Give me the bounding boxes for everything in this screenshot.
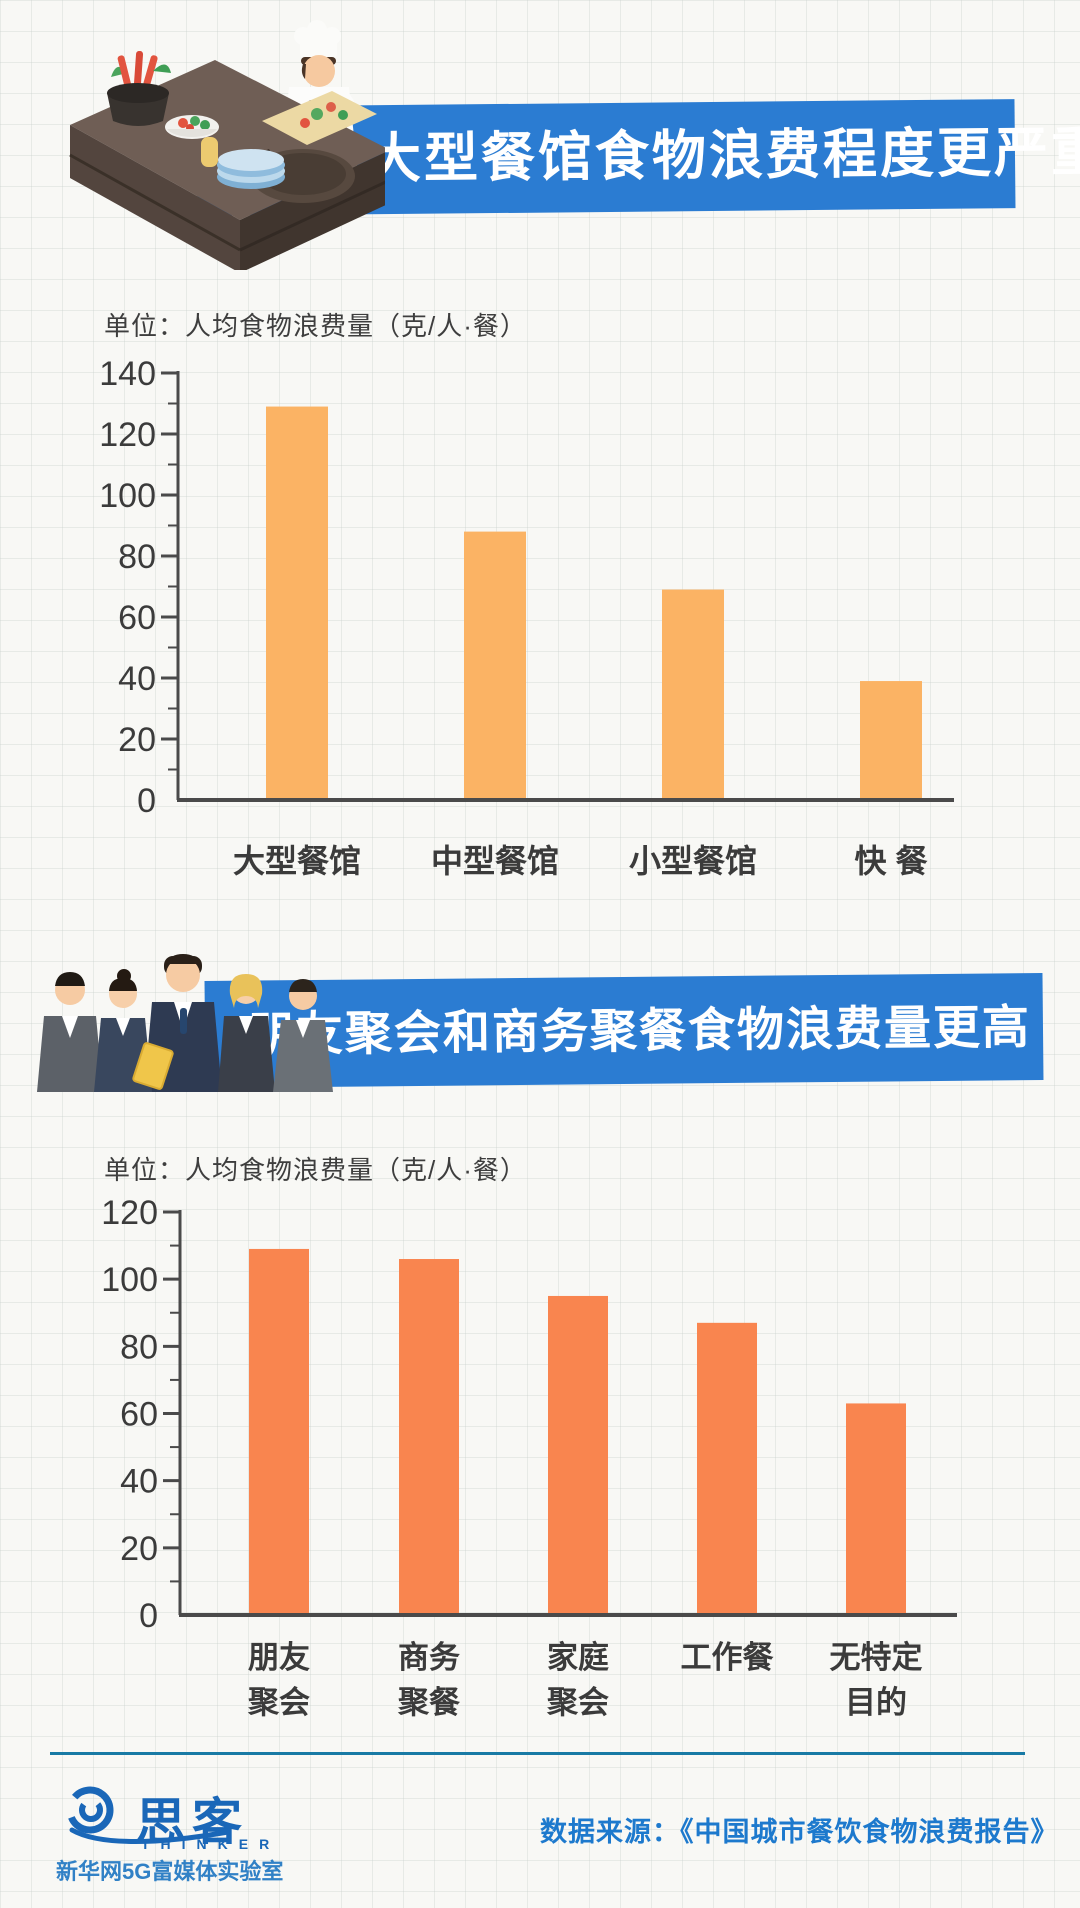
y-tick-label: 80 xyxy=(118,538,156,576)
y-tick-label: 20 xyxy=(120,1530,158,1568)
x-category-label: 中型餐馆 xyxy=(431,843,559,879)
cutting-board-icon xyxy=(262,91,377,145)
chart1-unit-label: 单位：人均食物浪费量（克/人·餐） xyxy=(104,311,527,341)
y-tick-label: 0 xyxy=(139,1597,158,1635)
y-tick-label: 140 xyxy=(99,355,156,393)
bar-快餐 xyxy=(860,681,922,800)
y-tick-label: 0 xyxy=(137,782,156,820)
bar-无特定目的 xyxy=(846,1403,906,1615)
y-tick-label: 120 xyxy=(101,1194,158,1232)
plate-stack-icon xyxy=(217,149,285,189)
x-category-label: 聚会 xyxy=(546,1685,609,1720)
bar-家庭聚会 xyxy=(548,1295,608,1615)
chef-kitchen-illustration xyxy=(69,20,385,270)
bar-小型餐馆 xyxy=(662,589,724,800)
thinker-swirl-logo-icon xyxy=(66,1786,231,1844)
bar-朋友聚会 xyxy=(249,1248,309,1615)
pot-icon xyxy=(107,50,171,126)
y-tick-label: 40 xyxy=(120,1463,158,1501)
jar-icon xyxy=(201,137,218,167)
x-category-label: 无特定 xyxy=(830,1640,923,1675)
x-category-label: 目的 xyxy=(845,1685,907,1720)
bar-工作餐 xyxy=(697,1322,757,1615)
logo-subtitle: 新华网5G富媒体实验室 xyxy=(56,1859,284,1884)
x-category-label: 快 餐 xyxy=(855,843,929,879)
y-tick-label: 40 xyxy=(118,660,156,698)
x-category-label: 家庭 xyxy=(547,1640,609,1675)
x-category-label: 聚会 xyxy=(247,1685,310,1720)
logo-thinker-en: THINKER xyxy=(141,1836,281,1852)
chart-restaurant-size: 0 20 40 60 80 100 120 140 大型餐馆 中型餐馆 小型餐馆 快 餐 xyxy=(99,355,954,879)
bar-商务聚餐 xyxy=(399,1259,459,1615)
x-category-label: 大型餐馆 xyxy=(233,843,361,879)
y-tick-label: 100 xyxy=(101,1261,158,1299)
y-tick-label: 80 xyxy=(120,1328,158,1366)
salad-bowl-icon xyxy=(165,115,219,139)
logo-thinker-cn: 思客 xyxy=(136,1794,248,1850)
x-category-label: 工作餐 xyxy=(681,1640,775,1675)
y-tick-label: 100 xyxy=(99,477,156,515)
y-tick-label: 60 xyxy=(120,1396,158,1434)
data-source-text: 数据来源：《中国城市餐饮食物浪费报告》 xyxy=(540,1817,1059,1847)
folder-icon xyxy=(132,1042,174,1090)
x-category-label: 小型餐馆 xyxy=(629,843,757,879)
x-category-label: 商务 xyxy=(398,1640,460,1675)
bar-中型餐馆 xyxy=(464,531,526,800)
chart2-unit-label: 单位：人均食物浪费量（克/人·餐） xyxy=(104,1155,527,1185)
footer-divider xyxy=(50,1752,1025,1755)
y-tick-label: 120 xyxy=(99,416,156,454)
business-people-illustration xyxy=(37,954,333,1092)
y-tick-label: 60 xyxy=(118,599,156,637)
chef-hat-icon xyxy=(294,20,341,59)
x-category-label: 聚餐 xyxy=(397,1685,461,1720)
bar-大型餐馆 xyxy=(266,406,328,800)
y-tick-label: 20 xyxy=(118,721,156,759)
x-category-label: 朋友 xyxy=(248,1640,310,1675)
